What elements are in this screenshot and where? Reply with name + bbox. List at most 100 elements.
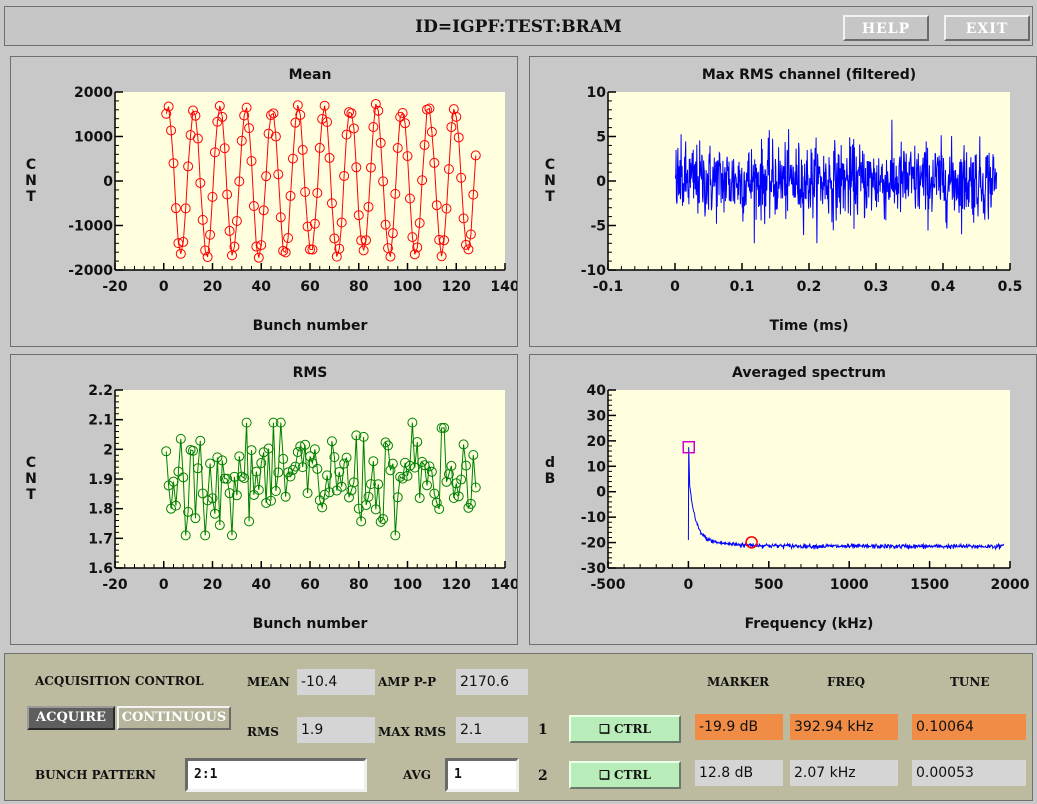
mean-data-point <box>348 123 359 134</box>
rms-data-point <box>373 479 384 490</box>
rms-data-point <box>407 417 418 428</box>
marker-2-circle <box>745 536 758 549</box>
rms-data-point <box>190 513 201 524</box>
ctrl-2-button[interactable]: ❏ CTRL <box>569 761 681 789</box>
y-tick-label: 5 <box>596 130 606 146</box>
window-title: ID=IGPF:TEST:BRAM <box>415 17 622 37</box>
rms-data-point <box>292 447 303 458</box>
marker-2-value: 12.8 dB <box>695 760 783 786</box>
rms-label: RMS <box>247 725 279 739</box>
tune-column-header: TUNE <box>950 675 990 689</box>
rms-data-point <box>231 490 242 501</box>
rms-data-point <box>251 466 262 477</box>
max-rms-value: 2.1 <box>456 717 528 743</box>
mean-data-point <box>331 251 342 262</box>
continuous-button[interactable]: CONTINUOUS <box>117 706 231 730</box>
rms-data-point <box>253 484 264 495</box>
rms-data-point <box>273 467 284 478</box>
y-tick-label: 0 <box>596 174 606 190</box>
mean-data-point <box>373 105 384 116</box>
x-tick-label: 1500 <box>910 577 949 593</box>
mean-data-point <box>261 171 272 182</box>
bunch-pattern-input[interactable]: 2:1 <box>185 758 367 792</box>
mean-data-point <box>368 121 379 132</box>
mean-data-point <box>234 176 245 187</box>
rms-data-point <box>280 491 291 502</box>
mean-data-point <box>344 107 354 118</box>
y-tick-label: -5 <box>590 219 606 235</box>
acquire-button[interactable]: ACQUIRE <box>27 706 115 730</box>
mean-data-point <box>180 203 191 214</box>
x-tick-label: 20 <box>203 577 223 593</box>
y-axis-label-char: C <box>545 157 555 173</box>
amp-pp-value: 2170.6 <box>456 669 528 695</box>
x-tick-label: 40 <box>252 279 272 295</box>
rms-data-point <box>202 495 213 506</box>
rms-data-point <box>197 488 208 499</box>
rms-data-point <box>439 422 450 433</box>
y-tick-label: 10 <box>587 459 607 475</box>
rms-data-point <box>246 445 257 456</box>
rms-data-point <box>390 530 401 541</box>
rms-data-point <box>305 451 315 462</box>
rms-data-point <box>295 441 306 452</box>
rms-data-point <box>326 436 337 447</box>
x-tick-label: 0 <box>670 279 680 295</box>
y-axis-label-char: N <box>25 173 37 189</box>
mean-data-point <box>336 217 347 228</box>
mean-data-point <box>429 157 440 168</box>
y-tick-label: 20 <box>587 434 607 450</box>
mean-data-point <box>290 117 301 128</box>
rms-data-point <box>470 482 481 493</box>
rms-data-point <box>422 480 432 491</box>
x-tick-label: 80 <box>349 577 369 593</box>
acquisition-control-label: ACQUISITION CONTROL <box>35 674 204 688</box>
rms-data-point <box>387 458 398 469</box>
x-tick-label: 2000 <box>991 577 1030 593</box>
mean-data-point <box>270 131 281 142</box>
x-axis-label: Frequency (kHz) <box>745 616 874 632</box>
rms-data-point <box>229 471 240 482</box>
ctrl-1-button[interactable]: ❏ CTRL <box>569 715 681 743</box>
rms-data-point <box>261 497 272 508</box>
rms-data-point <box>383 440 393 451</box>
x-tick-label: 0 <box>159 577 169 593</box>
rms-data-point <box>458 439 469 450</box>
mean-data-point <box>434 234 445 245</box>
x-tick-label: 100 <box>393 279 422 295</box>
rms-data-point <box>456 474 467 485</box>
x-tick-label: 0.2 <box>797 279 822 295</box>
rms-data-point <box>234 451 245 462</box>
mean-data-point <box>463 244 474 255</box>
exit-button[interactable]: EXIT <box>944 15 1030 41</box>
row-1-number: 1 <box>538 722 548 738</box>
y-axis-label-char: T <box>26 189 36 205</box>
mean-data-point <box>190 110 201 121</box>
rms-data-point <box>468 449 479 460</box>
x-tick-label: 1000 <box>830 577 869 593</box>
rms-data-point <box>419 460 430 471</box>
mean-data-point <box>175 248 186 259</box>
mean-data-point <box>217 111 228 122</box>
x-tick-label: 100 <box>393 577 422 593</box>
mean-data-point <box>365 162 376 173</box>
y-tick-label: 2000 <box>74 85 113 101</box>
mean-data-point <box>244 123 255 134</box>
rms-data-point <box>400 457 411 468</box>
x-tick-label: -0.1 <box>593 279 624 295</box>
y-tick-label: 1.8 <box>88 502 113 518</box>
mean-data-point <box>409 249 420 260</box>
mean-data-point <box>329 233 340 244</box>
avg-input[interactable]: 1 <box>445 758 519 792</box>
title-bar: ID=IGPF:TEST:BRAM HELP EXIT <box>4 6 1033 46</box>
rms-data-point <box>224 488 235 499</box>
rms-data-point <box>236 471 247 482</box>
rms-data-point <box>183 506 194 517</box>
y-axis-label-char: C <box>26 157 36 173</box>
mean-data-point <box>400 118 411 129</box>
y-tick-label: 2.1 <box>88 413 113 429</box>
help-button[interactable]: HELP <box>843 15 929 41</box>
rms-data-point <box>195 435 206 446</box>
marker-1-square <box>682 440 695 454</box>
avg-label: AVG <box>403 768 431 782</box>
